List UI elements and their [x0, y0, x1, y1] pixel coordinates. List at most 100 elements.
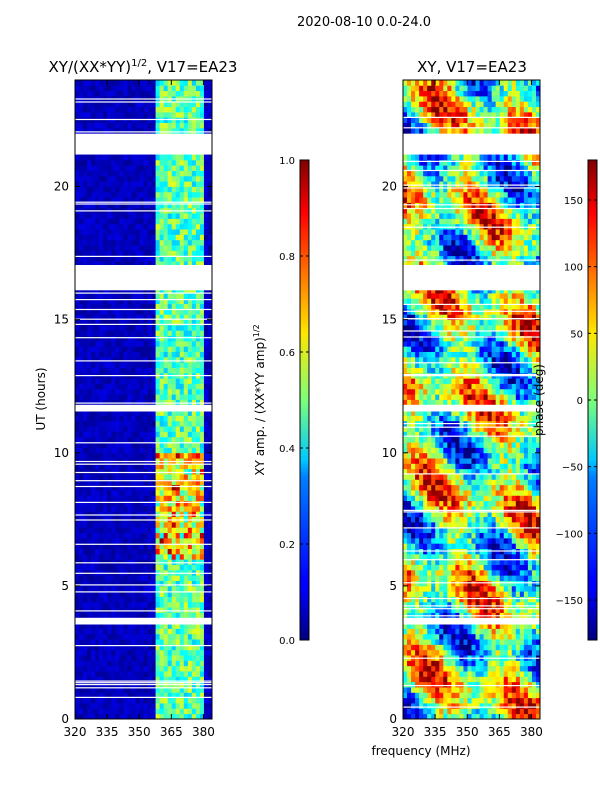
heatmap-cell: [103, 351, 108, 358]
heatmap-cell: [103, 255, 108, 262]
heatmap-cell: [131, 506, 136, 512]
heatmap-cell: [127, 234, 132, 241]
heatmap-cell: [515, 591, 521, 597]
heatmap-cell: [79, 122, 84, 129]
heatmap-cell: [199, 585, 205, 592]
heatmap-cell: [151, 170, 156, 177]
heatmap-cell: [139, 122, 144, 129]
heatmap-cell: [183, 255, 189, 262]
heatmap-cell: [523, 543, 529, 549]
heatmap-cell: [75, 671, 80, 677]
heatmap-cell: [151, 213, 156, 219]
heatmap-cell: [87, 713, 92, 720]
heatmap-cell: [83, 287, 88, 294]
heatmap-cell: [107, 532, 112, 539]
heatmap-cell: [159, 298, 165, 305]
heatmap-cell: [411, 681, 416, 688]
heatmap-cell: [123, 511, 128, 518]
heatmap-cell: [103, 687, 108, 693]
heatmap-cell: [91, 537, 96, 544]
heatmap-cell: [203, 181, 209, 187]
heatmap-cell: [107, 687, 112, 693]
heatmap-cell: [91, 330, 96, 336]
heatmap-cell: [147, 532, 152, 539]
heatmap-cell: [119, 111, 124, 118]
heatmap-cell: [483, 532, 489, 539]
heatmap-cell: [171, 308, 177, 315]
heatmap-cell: [419, 543, 424, 549]
heatmap-cell: [195, 367, 201, 374]
heatmap-cell: [187, 202, 193, 209]
heatmap-cell: [535, 569, 541, 576]
heatmap-cell: [159, 521, 165, 528]
heatmap-cell: [123, 633, 128, 640]
heatmap-cell: [135, 410, 140, 416]
heatmap-cell: [131, 394, 136, 400]
heatmap-cell: [175, 399, 181, 406]
heatmap-cell: [111, 484, 116, 491]
heatmap-cell: [83, 234, 88, 241]
heatmap-cell: [123, 596, 128, 603]
heatmap-cell: [403, 537, 408, 544]
heatmap-cell: [155, 346, 161, 352]
heatmap-cell: [151, 585, 156, 592]
heatmap-cell: [127, 511, 132, 518]
heatmap-cell: [499, 623, 505, 629]
heatmap-cell: [79, 506, 84, 512]
heatmap-cell: [163, 106, 169, 113]
heatmap-cell: [531, 607, 537, 613]
heatmap-cell: [167, 676, 173, 683]
heatmap-cell: [515, 607, 521, 613]
heatmap-cell: [99, 564, 104, 571]
heatmap-cell: [119, 708, 124, 715]
heatmap-cell: [99, 159, 104, 166]
heatmap-cell: [123, 234, 128, 241]
heatmap-cell: [91, 314, 96, 321]
heatmap-cell: [207, 293, 213, 299]
heatmap-cell: [163, 548, 169, 555]
heatmap-cell: [155, 479, 161, 486]
heatmap-cell: [175, 575, 181, 581]
heatmap-cell: [431, 596, 436, 603]
heatmap-cell: [147, 383, 152, 390]
heatmap-cell: [143, 394, 148, 400]
heatmap-cell: [143, 463, 148, 470]
heatmap-cell: [111, 426, 116, 432]
heatmap-cell: [119, 479, 124, 486]
heatmap-cell: [175, 388, 181, 395]
heatmap-cell: [187, 436, 193, 443]
heatmap-cell: [111, 362, 116, 368]
heatmap-cell: [191, 580, 197, 587]
heatmap-cell: [195, 324, 201, 331]
heatmap-cell: [163, 596, 169, 603]
heatmap-cell: [179, 303, 185, 310]
heatmap-cell: [499, 596, 505, 603]
heatmap-cell: [195, 106, 201, 113]
heatmap-cell: [203, 623, 209, 629]
heatmap-cell: [79, 612, 84, 619]
heatmap-cell: [179, 388, 185, 395]
heatmap-cell: [163, 676, 169, 683]
heatmap-cell: [75, 596, 80, 603]
heatmap-cell: [127, 521, 132, 528]
heatmap-cell: [155, 308, 161, 315]
heatmap-cell: [459, 708, 464, 715]
heatmap-cell: [179, 484, 185, 491]
heatmap-cell: [207, 447, 213, 454]
heatmap-cell: [79, 335, 84, 342]
heatmap-cell: [115, 388, 120, 395]
heatmap-cell: [415, 575, 420, 581]
heatmap-cell: [167, 575, 173, 581]
heatmap-cell: [139, 239, 144, 246]
heatmap-cell: [99, 521, 104, 528]
heatmap-cell: [79, 111, 84, 118]
heatmap-cell: [175, 559, 181, 565]
heatmap-cell: [127, 197, 132, 203]
heatmap-cell: [75, 223, 80, 230]
heatmap-cell: [203, 500, 209, 507]
heatmap-cell: [83, 495, 88, 502]
heatmap-cell: [199, 293, 205, 299]
heatmap-cell: [95, 362, 100, 368]
heatmap-cell: [163, 713, 169, 720]
heatmap-cell: [79, 356, 84, 363]
